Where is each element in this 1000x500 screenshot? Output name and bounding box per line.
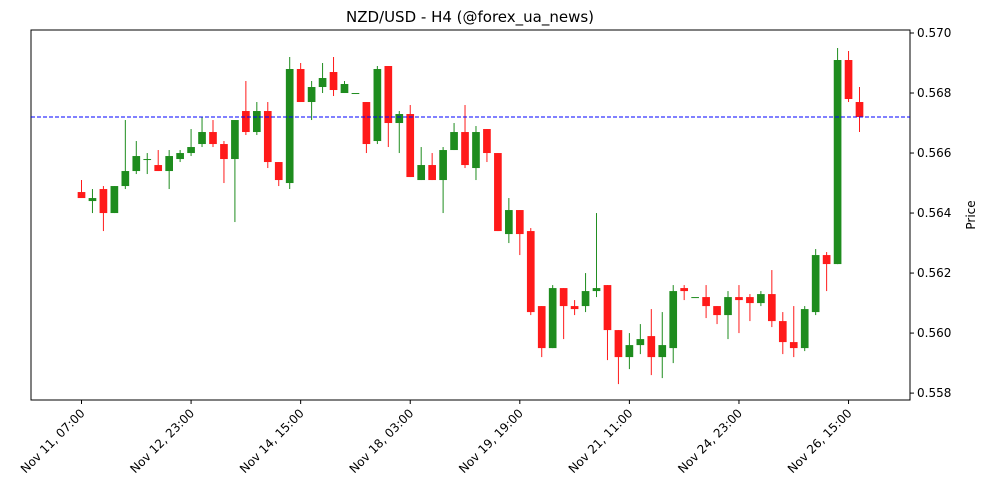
candle-body [439, 150, 447, 181]
candle-body [855, 102, 864, 118]
plot-frame [30, 29, 911, 401]
candle-body [428, 165, 436, 181]
candle-body [220, 144, 228, 160]
x-tick-label: Nov 19, 19:00 [456, 406, 526, 476]
candle-body [461, 132, 469, 166]
candle-body [636, 339, 645, 346]
candle-body [406, 114, 415, 178]
candle-body [99, 189, 108, 214]
candle-body [351, 93, 360, 95]
candle-body [724, 297, 732, 316]
candle-body [362, 102, 371, 145]
y-tick-label: 0.564 [917, 206, 951, 220]
candle-body [494, 153, 502, 232]
candle-body [110, 186, 119, 214]
candle-body [735, 297, 743, 301]
x-tick-label: Nov 14, 15:00 [237, 406, 307, 476]
candle-body [176, 153, 184, 160]
candle-body [154, 165, 163, 172]
candle-body [165, 156, 173, 172]
candle-body [515, 210, 524, 235]
candle-body [603, 285, 612, 331]
candle-body [625, 345, 634, 358]
chart-title: NZD/USD - H4 (@forex_ua_news) [346, 8, 594, 27]
x-tick-label: Nov 21, 11:00 [566, 406, 636, 476]
candle-body [537, 306, 546, 349]
candle-body [833, 60, 842, 265]
candle-body [231, 120, 239, 160]
candle-body [526, 231, 535, 313]
x-tick-label: Nov 18, 03:00 [347, 406, 417, 476]
candle-body [417, 165, 426, 181]
candle-body [209, 132, 217, 145]
candle-body [559, 288, 568, 307]
candle-body [329, 72, 338, 91]
candle-body [702, 297, 710, 307]
candle-body [242, 111, 250, 133]
candle-body [340, 84, 349, 94]
candle-body [844, 60, 853, 100]
candle-body [252, 111, 261, 133]
candle-body [187, 147, 195, 154]
candle-body [263, 111, 272, 163]
candle-body [713, 306, 721, 316]
candle-body [373, 69, 382, 142]
candle-body [483, 129, 491, 154]
y-tick-label: 0.566 [917, 146, 951, 160]
candle-body [143, 159, 152, 161]
x-tick-label: Nov 24, 23:00 [675, 406, 745, 476]
candle-body [121, 171, 130, 187]
y-tick-label: 0.562 [917, 266, 951, 280]
x-tick-label: Nov 12, 23:00 [127, 406, 197, 476]
candle-body [285, 69, 294, 184]
y-tick-label: 0.568 [917, 86, 951, 100]
y-tick-label: 0.570 [917, 26, 951, 40]
candle-body [77, 192, 86, 199]
candle-body [472, 132, 480, 169]
candle-body [570, 306, 579, 310]
candle-body [450, 132, 458, 151]
x-tick-label: Nov 11, 07:00 [18, 406, 88, 476]
candle-body [768, 294, 776, 322]
candle-body [669, 291, 678, 349]
candle-body [778, 321, 787, 343]
candle-body [757, 294, 765, 304]
candle-body [647, 336, 656, 358]
candle-body [384, 66, 393, 124]
candle-body [822, 255, 831, 265]
y-tick-label: 0.558 [917, 386, 951, 400]
candle-body [307, 87, 316, 103]
candle-body [592, 288, 601, 292]
candle-body [88, 198, 97, 202]
candle-body [811, 255, 820, 313]
candle-body [800, 309, 809, 349]
candle-body [318, 78, 327, 88]
y-tick-label: 0.560 [917, 326, 951, 340]
candle-body [395, 114, 404, 124]
candle-body [614, 330, 623, 358]
candle-body [132, 156, 141, 172]
y-axis-label: Price [964, 200, 978, 229]
candle-body [789, 342, 798, 349]
candle-body [296, 69, 305, 103]
candle-body [198, 132, 206, 145]
x-tick-label: Nov 26, 15:00 [785, 406, 855, 476]
candle-body [680, 288, 689, 292]
candle-body [658, 345, 667, 358]
candle-body [746, 297, 754, 304]
candle-body [548, 288, 557, 349]
candle-body [505, 210, 513, 235]
candle-body [581, 291, 590, 307]
candle-body [274, 162, 283, 181]
candle-body [691, 297, 699, 299]
